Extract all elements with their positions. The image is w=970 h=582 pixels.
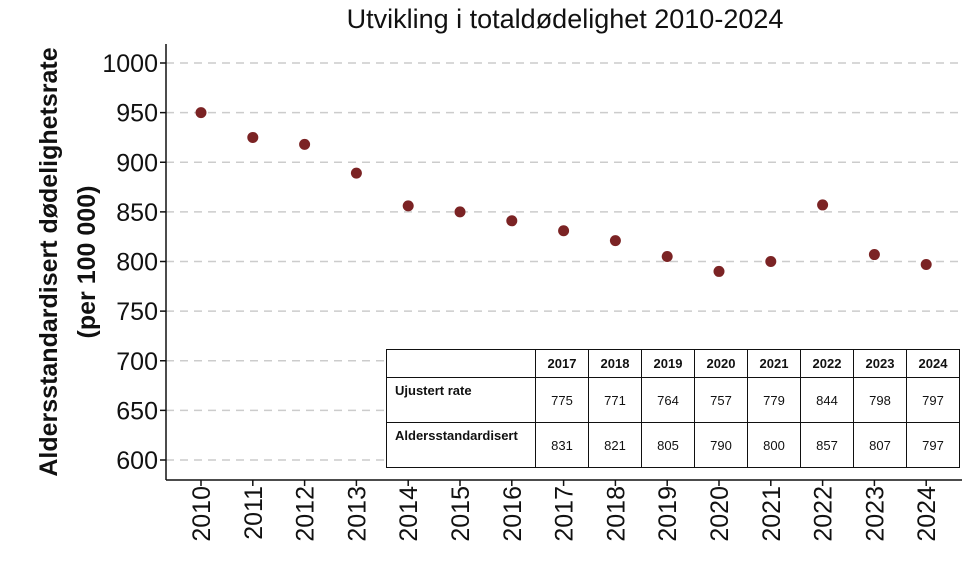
data-point (350, 167, 362, 179)
data-point (920, 258, 932, 270)
axis-layer: 600 650 700 750 800 850 900 950 1000 2010 2011 2012… (102, 44, 962, 542)
y-tick-label: 850 (116, 199, 158, 227)
y-tick-label: 700 (116, 348, 158, 376)
table-cell: 800 (747, 422, 801, 468)
data-point (868, 249, 880, 261)
table-cell: 805 (641, 422, 695, 468)
table-year-header: 2018 (588, 349, 642, 378)
x-tick-label: 2020 (706, 486, 734, 542)
grid-layer (166, 62, 962, 461)
x-tick-label: 2019 (654, 486, 682, 542)
table-year-header: 2021 (747, 349, 801, 378)
point-layer (195, 107, 932, 277)
table-cell: 764 (641, 377, 695, 423)
table-cell: 857 (800, 422, 854, 468)
y-tick-label: 1000 (102, 50, 158, 78)
x-tick-label: 2023 (861, 486, 889, 542)
table-cell: 775 (535, 377, 589, 423)
table-cell: 771 (588, 377, 642, 423)
x-tick-label: 2015 (447, 486, 475, 542)
y-tick-label: 950 (116, 100, 158, 128)
table-year-header: 2020 (694, 349, 748, 378)
table-year-header: 2024 (906, 349, 960, 378)
x-tick-label: 2016 (499, 486, 527, 542)
x-tick-label: 2024 (913, 486, 941, 542)
x-tick-label: 2013 (343, 486, 371, 542)
table-cell: 821 (588, 422, 642, 468)
table-year-header: 2022 (800, 349, 854, 378)
y-axis-label-line-1: Aldersstandardisert dødelighetsrate (35, 47, 63, 476)
table-cell: 831 (535, 422, 589, 468)
data-point (661, 251, 673, 263)
chart-title: Utvikling i totaldødelighet 2010-2024 (347, 4, 784, 34)
x-tick-label: 2010 (188, 486, 216, 542)
data-point (506, 215, 518, 227)
y-tick-label: 650 (116, 397, 158, 425)
table-cell: 797 (906, 422, 960, 468)
data-point (402, 200, 414, 212)
x-tick-label: 2017 (551, 486, 579, 542)
y-axis-label-line-2: (per 100 000) (73, 186, 101, 339)
x-tick-label: 2022 (810, 486, 838, 542)
y-tick-label: 900 (116, 149, 158, 177)
x-tick-label: 2014 (395, 486, 423, 542)
table-row-label: Ujustert rate (386, 377, 536, 423)
x-tick-label: 2011 (240, 486, 268, 540)
x-tick-label: 2012 (292, 486, 320, 542)
y-tick-label: 750 (116, 298, 158, 326)
data-point (195, 107, 207, 119)
table-corner-cell (386, 349, 536, 378)
table-cell: 798 (853, 377, 907, 423)
table-cell: 807 (853, 422, 907, 468)
data-point (454, 206, 466, 218)
table-year-header: 2019 (641, 349, 695, 378)
data-point (299, 138, 311, 150)
data-point (713, 265, 725, 277)
data-point (765, 256, 777, 267)
data-point (817, 199, 829, 211)
table-year-header: 2017 (535, 349, 589, 378)
table-cell: 790 (694, 422, 748, 468)
table-header-row: 2017 2018 2019 2020 2021 2022 2023 2024 (386, 349, 960, 378)
table-year-header: 2023 (853, 349, 907, 378)
data-table: 2017 2018 2019 2020 2021 2022 2023 2024 … (386, 349, 960, 468)
table-cell: 779 (747, 377, 801, 423)
x-tick-label: 2018 (602, 486, 630, 542)
table-row-ujustert: Ujustert rate 775 771 764 757 779 844 79… (386, 377, 960, 423)
y-tick-label: 600 (116, 447, 158, 475)
table-cell: 844 (800, 377, 854, 423)
table-row-label: Aldersstandardisert (386, 422, 536, 468)
table-row-aldersstandardisert: Aldersstandardisert 831 821 805 790 800 … (386, 422, 960, 468)
data-point (247, 131, 259, 143)
data-point (558, 225, 570, 237)
table-cell: 757 (694, 377, 748, 423)
data-point (609, 235, 621, 247)
y-tick-label: 800 (116, 249, 158, 277)
x-tick-label: 2021 (758, 486, 786, 542)
table-cell: 797 (906, 377, 960, 423)
